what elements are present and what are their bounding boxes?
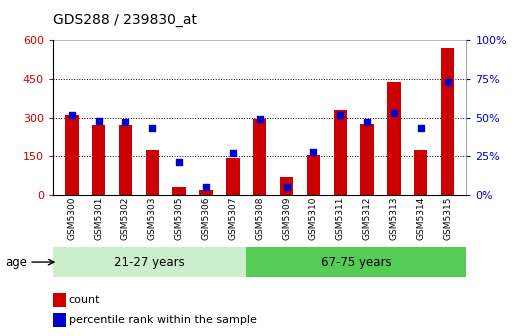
Point bbox=[363, 120, 372, 125]
Point bbox=[67, 112, 76, 117]
Text: 21-27 years: 21-27 years bbox=[114, 256, 185, 268]
Text: age: age bbox=[5, 256, 28, 268]
Point bbox=[417, 126, 425, 131]
Point bbox=[282, 184, 291, 190]
Bar bbox=[53, 313, 66, 327]
Point bbox=[336, 112, 344, 117]
Bar bbox=[119, 125, 132, 195]
Bar bbox=[172, 187, 186, 195]
Bar bbox=[360, 124, 374, 195]
Point bbox=[148, 126, 156, 131]
Point bbox=[175, 160, 183, 165]
Bar bbox=[333, 110, 347, 195]
Point bbox=[390, 110, 398, 116]
Text: GDS288 / 239830_at: GDS288 / 239830_at bbox=[53, 13, 197, 28]
Point bbox=[228, 151, 237, 156]
Bar bbox=[441, 48, 454, 195]
Bar bbox=[307, 155, 320, 195]
Bar bbox=[226, 158, 240, 195]
Point bbox=[94, 118, 103, 123]
Text: 67-75 years: 67-75 years bbox=[321, 256, 392, 268]
Bar bbox=[65, 115, 78, 195]
Point bbox=[121, 120, 130, 125]
Bar bbox=[53, 247, 246, 277]
Bar bbox=[246, 247, 466, 277]
Bar bbox=[92, 125, 105, 195]
Bar bbox=[387, 82, 401, 195]
Bar bbox=[280, 177, 293, 195]
Text: percentile rank within the sample: percentile rank within the sample bbox=[68, 316, 257, 325]
Point bbox=[309, 149, 317, 154]
Bar bbox=[199, 190, 213, 195]
Bar bbox=[146, 150, 159, 195]
Bar bbox=[253, 119, 267, 195]
Point bbox=[202, 184, 210, 190]
Bar bbox=[414, 150, 428, 195]
Text: count: count bbox=[68, 295, 100, 305]
Point bbox=[444, 79, 452, 85]
Bar bbox=[53, 293, 66, 307]
Point bbox=[255, 117, 264, 122]
